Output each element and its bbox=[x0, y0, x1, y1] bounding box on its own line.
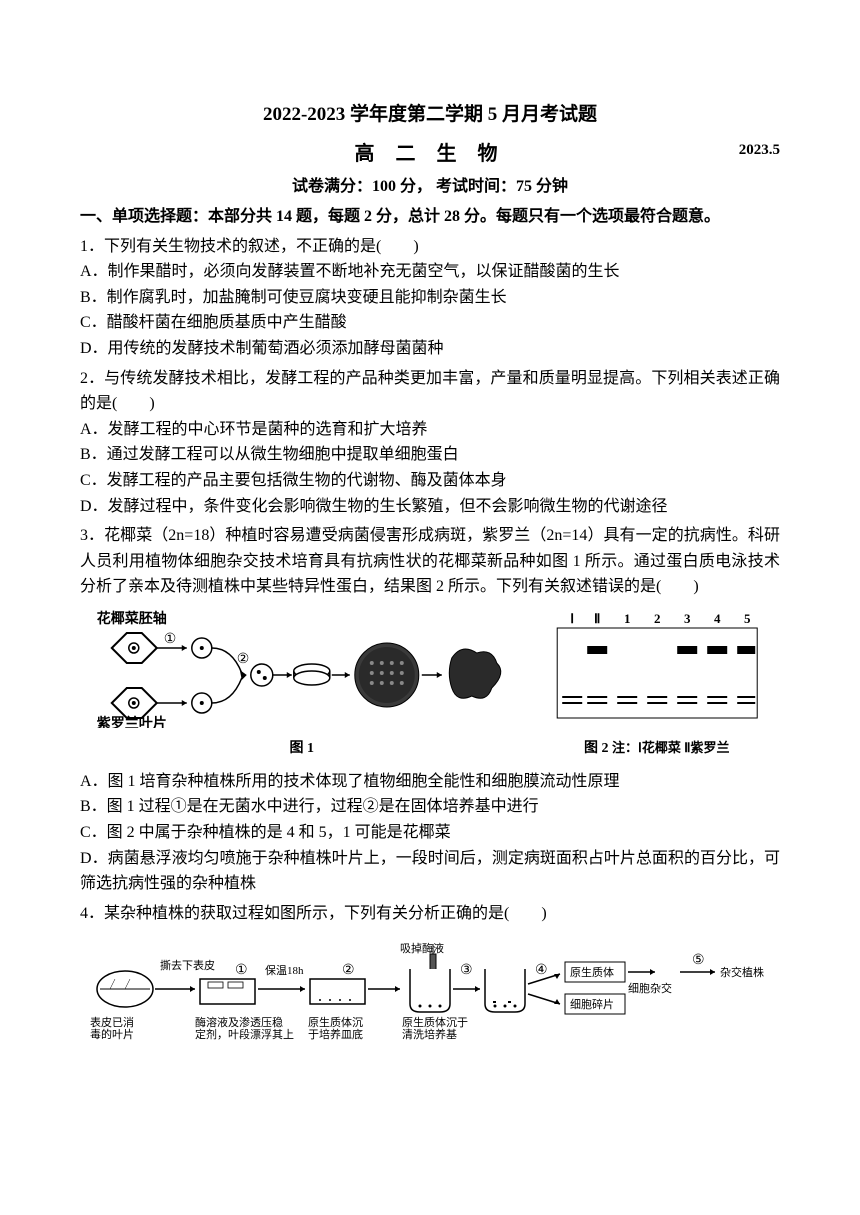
fig2-caption: 图 2 注：Ⅰ花椰菜 Ⅱ紫罗兰 bbox=[534, 738, 780, 760]
svg-text:4: 4 bbox=[714, 611, 721, 626]
cell-top-inner bbox=[132, 646, 136, 650]
section-header: 一、单项选择题：本部分共 14 题，每题 2 分，总计 28 分。每题只有一个选… bbox=[80, 204, 780, 230]
fig1-step2: ② bbox=[237, 652, 250, 667]
svg-text:表皮已消: 表皮已消 bbox=[90, 1015, 134, 1029]
q3-option-c: C．图 2 中属于杂种植株的是 4 和 5，1 可能是花椰菜 bbox=[80, 820, 780, 846]
q1-option-c: C．醋酸杆菌在细胞质基质中产生醋酸 bbox=[80, 310, 780, 336]
figure-q4-container: 表皮已消 毒的叶片 撕去下表皮 ① 酶溶液及渗透压稳 定剂，叶段漂浮其上 保温1… bbox=[80, 934, 780, 1053]
q2-stem: 2．与传统发酵技术相比，发酵工程的产品种类更加丰富，产量和质量明显提高。下列相关… bbox=[80, 366, 780, 417]
svg-text:吸掉酶液: 吸掉酶液 bbox=[400, 941, 444, 955]
q3-stem: 3．花椰菜（2n=18）种植时容易遭受病菌侵害形成病斑，紫罗兰（2n=14）具有… bbox=[80, 523, 780, 600]
svg-text:保温18h: 保温18h bbox=[265, 963, 304, 977]
q2-option-a: A．发酵工程的中心环节是菌种的选育和扩大培养 bbox=[80, 417, 780, 443]
q3-option-d: D．病菌悬浮液均匀喷施于杂种植株叶片上，一段时间后，测定病斑面积占叶片总面积的百… bbox=[80, 846, 780, 897]
svg-text:③: ③ bbox=[460, 963, 473, 978]
exam-meta: 试卷满分：100 分， 考试时间：75 分钟 bbox=[80, 174, 780, 200]
q1-option-a: A．制作果醋时，必须向发酵装置不断地补充无菌空气，以保证醋酸菌的生长 bbox=[80, 259, 780, 285]
q4-stem: 4．某杂种植株的获取过程如图所示，下列有关分析正确的是( ) bbox=[80, 901, 780, 927]
svg-text:1: 1 bbox=[624, 611, 631, 626]
main-title: 2022-2023 学年度第二学期 5 月月考试题 bbox=[80, 100, 780, 130]
svg-text:细胞碎片: 细胞碎片 bbox=[570, 997, 614, 1011]
q2-option-b: B．通过发酵工程可以从微生物细胞中提取单细胞蛋白 bbox=[80, 442, 780, 468]
fig1-top-label: 花椰菜胚轴 bbox=[97, 610, 167, 627]
figure-2-gel: Ⅰ Ⅱ 1 2 3 4 5 bbox=[534, 608, 780, 728]
figure-1-container: 花椰菜胚轴 紫罗兰叶片 ① bbox=[80, 608, 524, 761]
svg-text:Ⅰ: Ⅰ bbox=[570, 611, 574, 626]
q3-option-b: B．图 1 过程①是在无菌水中进行，过程②是在固体培养基中进行 bbox=[80, 794, 780, 820]
cell-bottom-inner bbox=[132, 701, 136, 705]
svg-text:细胞杂交: 细胞杂交 bbox=[628, 981, 672, 995]
exam-date: 2023.5 bbox=[739, 138, 780, 162]
svg-text:②: ② bbox=[342, 963, 355, 978]
svg-text:于培养皿底: 于培养皿底 bbox=[308, 1027, 363, 1041]
figure-q4-diagram: 表皮已消 毒的叶片 撕去下表皮 ① 酶溶液及渗透压稳 定剂，叶段漂浮其上 保温1… bbox=[80, 934, 780, 1044]
question-4: 4．某杂种植株的获取过程如图所示，下列有关分析正确的是( ) bbox=[80, 901, 780, 927]
svg-text:Ⅱ: Ⅱ bbox=[594, 611, 600, 626]
figure-2-container: Ⅰ Ⅱ 1 2 3 4 5 bbox=[534, 608, 780, 761]
subtitle-row: 高 二 生 物 2023.5 bbox=[80, 138, 780, 170]
question-3-options: A．图 1 培育杂种植株所用的技术体现了植物细胞全能性和细胞膜流动性原理 B．图… bbox=[80, 769, 780, 897]
svg-text:原生质体沉: 原生质体沉 bbox=[308, 1015, 363, 1029]
svg-text:2: 2 bbox=[654, 611, 661, 626]
svg-text:①: ① bbox=[235, 963, 248, 978]
fig1-bottom-label: 紫罗兰叶片 bbox=[97, 715, 167, 728]
q1-option-b: B．制作腐乳时，加盐腌制可使豆腐块变硬且能抑制杂菌生长 bbox=[80, 285, 780, 311]
exam-page: 2022-2023 学年度第二学期 5 月月考试题 高 二 生 物 2023.5… bbox=[0, 0, 860, 1215]
svg-text:清洗培养基: 清洗培养基 bbox=[402, 1027, 457, 1041]
svg-text:毒的叶片: 毒的叶片 bbox=[90, 1027, 134, 1041]
figure-row-q3: 花椰菜胚轴 紫罗兰叶片 ① bbox=[80, 608, 780, 761]
svg-text:④: ④ bbox=[535, 963, 548, 978]
q1-stem: 1．下列有关生物技术的叙述，不正确的是( ) bbox=[80, 234, 780, 260]
svg-text:酶溶液及渗透压稳: 酶溶液及渗透压稳 bbox=[195, 1015, 283, 1029]
svg-text:原生质体: 原生质体 bbox=[570, 965, 614, 979]
svg-text:5: 5 bbox=[744, 611, 751, 626]
svg-text:⑤: ⑤ bbox=[692, 953, 705, 968]
subject-subtitle: 高 二 生 物 bbox=[355, 138, 506, 170]
question-1: 1．下列有关生物技术的叙述，不正确的是( ) A．制作果醋时，必须向发酵装置不断… bbox=[80, 234, 780, 362]
svg-text:定剂，叶段漂浮其上: 定剂，叶段漂浮其上 bbox=[195, 1027, 294, 1041]
svg-text:3: 3 bbox=[684, 611, 691, 626]
q3-option-a: A．图 1 培育杂种植株所用的技术体现了植物细胞全能性和细胞膜流动性原理 bbox=[80, 769, 780, 795]
q2-option-d: D．发酵过程中，条件变化会影响微生物的生长繁殖，但不会影响微生物的代谢途径 bbox=[80, 494, 780, 520]
svg-text:原生质体沉于: 原生质体沉于 bbox=[402, 1015, 468, 1029]
figure-1-diagram: 花椰菜胚轴 紫罗兰叶片 ① bbox=[80, 608, 524, 728]
svg-text:杂交植株: 杂交植株 bbox=[720, 965, 764, 979]
question-2: 2．与传统发酵技术相比，发酵工程的产品种类更加丰富，产量和质量明显提高。下列相关… bbox=[80, 366, 780, 520]
svg-text:撕去下表皮: 撕去下表皮 bbox=[160, 958, 215, 972]
fig1-step1: ① bbox=[164, 632, 177, 647]
fig1-caption: 图 1 bbox=[80, 738, 524, 760]
q2-option-c: C．发酵工程的产品主要包括微生物的代谢物、酶及菌体本身 bbox=[80, 468, 780, 494]
question-3: 3．花椰菜（2n=18）种植时容易遭受病菌侵害形成病斑，紫罗兰（2n=14）具有… bbox=[80, 523, 780, 600]
q1-option-d: D．用传统的发酵技术制葡萄酒必须添加酵母菌菌种 bbox=[80, 336, 780, 362]
